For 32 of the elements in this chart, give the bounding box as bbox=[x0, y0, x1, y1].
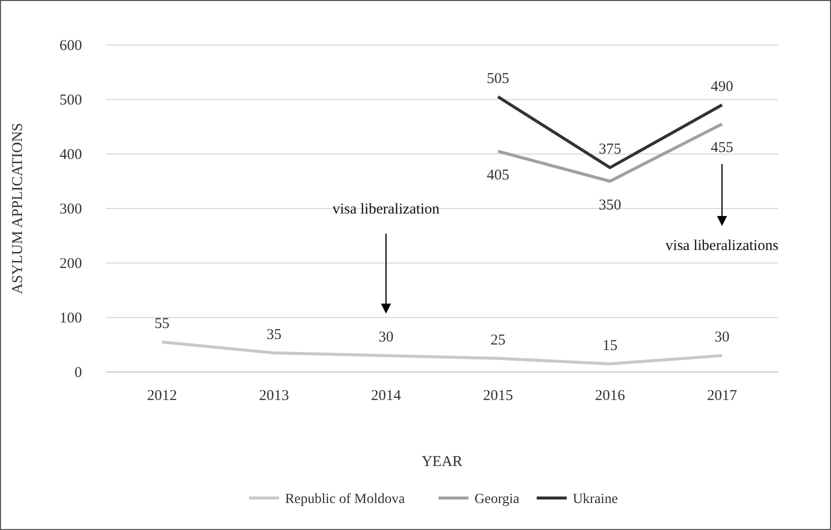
data-label: 505 bbox=[486, 70, 510, 87]
x-tick-label: 2014 bbox=[371, 388, 402, 404]
data-label: 490 bbox=[710, 78, 734, 95]
x-tick-label: 2015 bbox=[483, 388, 513, 404]
data-label: 35 bbox=[266, 326, 282, 343]
data-label: 30 bbox=[714, 330, 730, 346]
x-tick-label: 2013 bbox=[259, 388, 289, 404]
y-tick-label: 600 bbox=[60, 38, 82, 54]
y-tick-label: 300 bbox=[60, 202, 82, 218]
data-label: 30 bbox=[378, 330, 394, 346]
data-label: 350 bbox=[598, 197, 622, 214]
legend-label: Georgia bbox=[474, 492, 520, 507]
data-label: 405 bbox=[486, 167, 510, 184]
data-label: 25 bbox=[490, 332, 506, 348]
y-axis-title: ASYLUM APPLICATIONS bbox=[10, 122, 26, 294]
x-axis-title: YEAR bbox=[422, 454, 462, 470]
data-label: 455 bbox=[710, 140, 734, 156]
legend-label: Ukraine bbox=[572, 492, 618, 507]
y-tick-label: 0 bbox=[74, 365, 82, 381]
legend-label: Republic of Moldova bbox=[285, 492, 406, 507]
y-tick-label: 400 bbox=[60, 147, 82, 163]
ref-line-label: visa liberalizations bbox=[666, 238, 779, 254]
data-label: 55 bbox=[154, 316, 170, 332]
x-tick-label: 2012 bbox=[147, 388, 177, 404]
y-tick-label: 100 bbox=[60, 310, 82, 326]
y-tick-label: 200 bbox=[60, 256, 82, 272]
data-label: 15 bbox=[602, 338, 618, 354]
x-tick-label: 2017 bbox=[707, 388, 738, 404]
data-label: 375 bbox=[598, 142, 622, 158]
x-tick-label: 2016 bbox=[595, 388, 626, 404]
y-tick-label: 500 bbox=[60, 92, 82, 108]
ref-line-label: visa liberalization bbox=[332, 202, 440, 218]
